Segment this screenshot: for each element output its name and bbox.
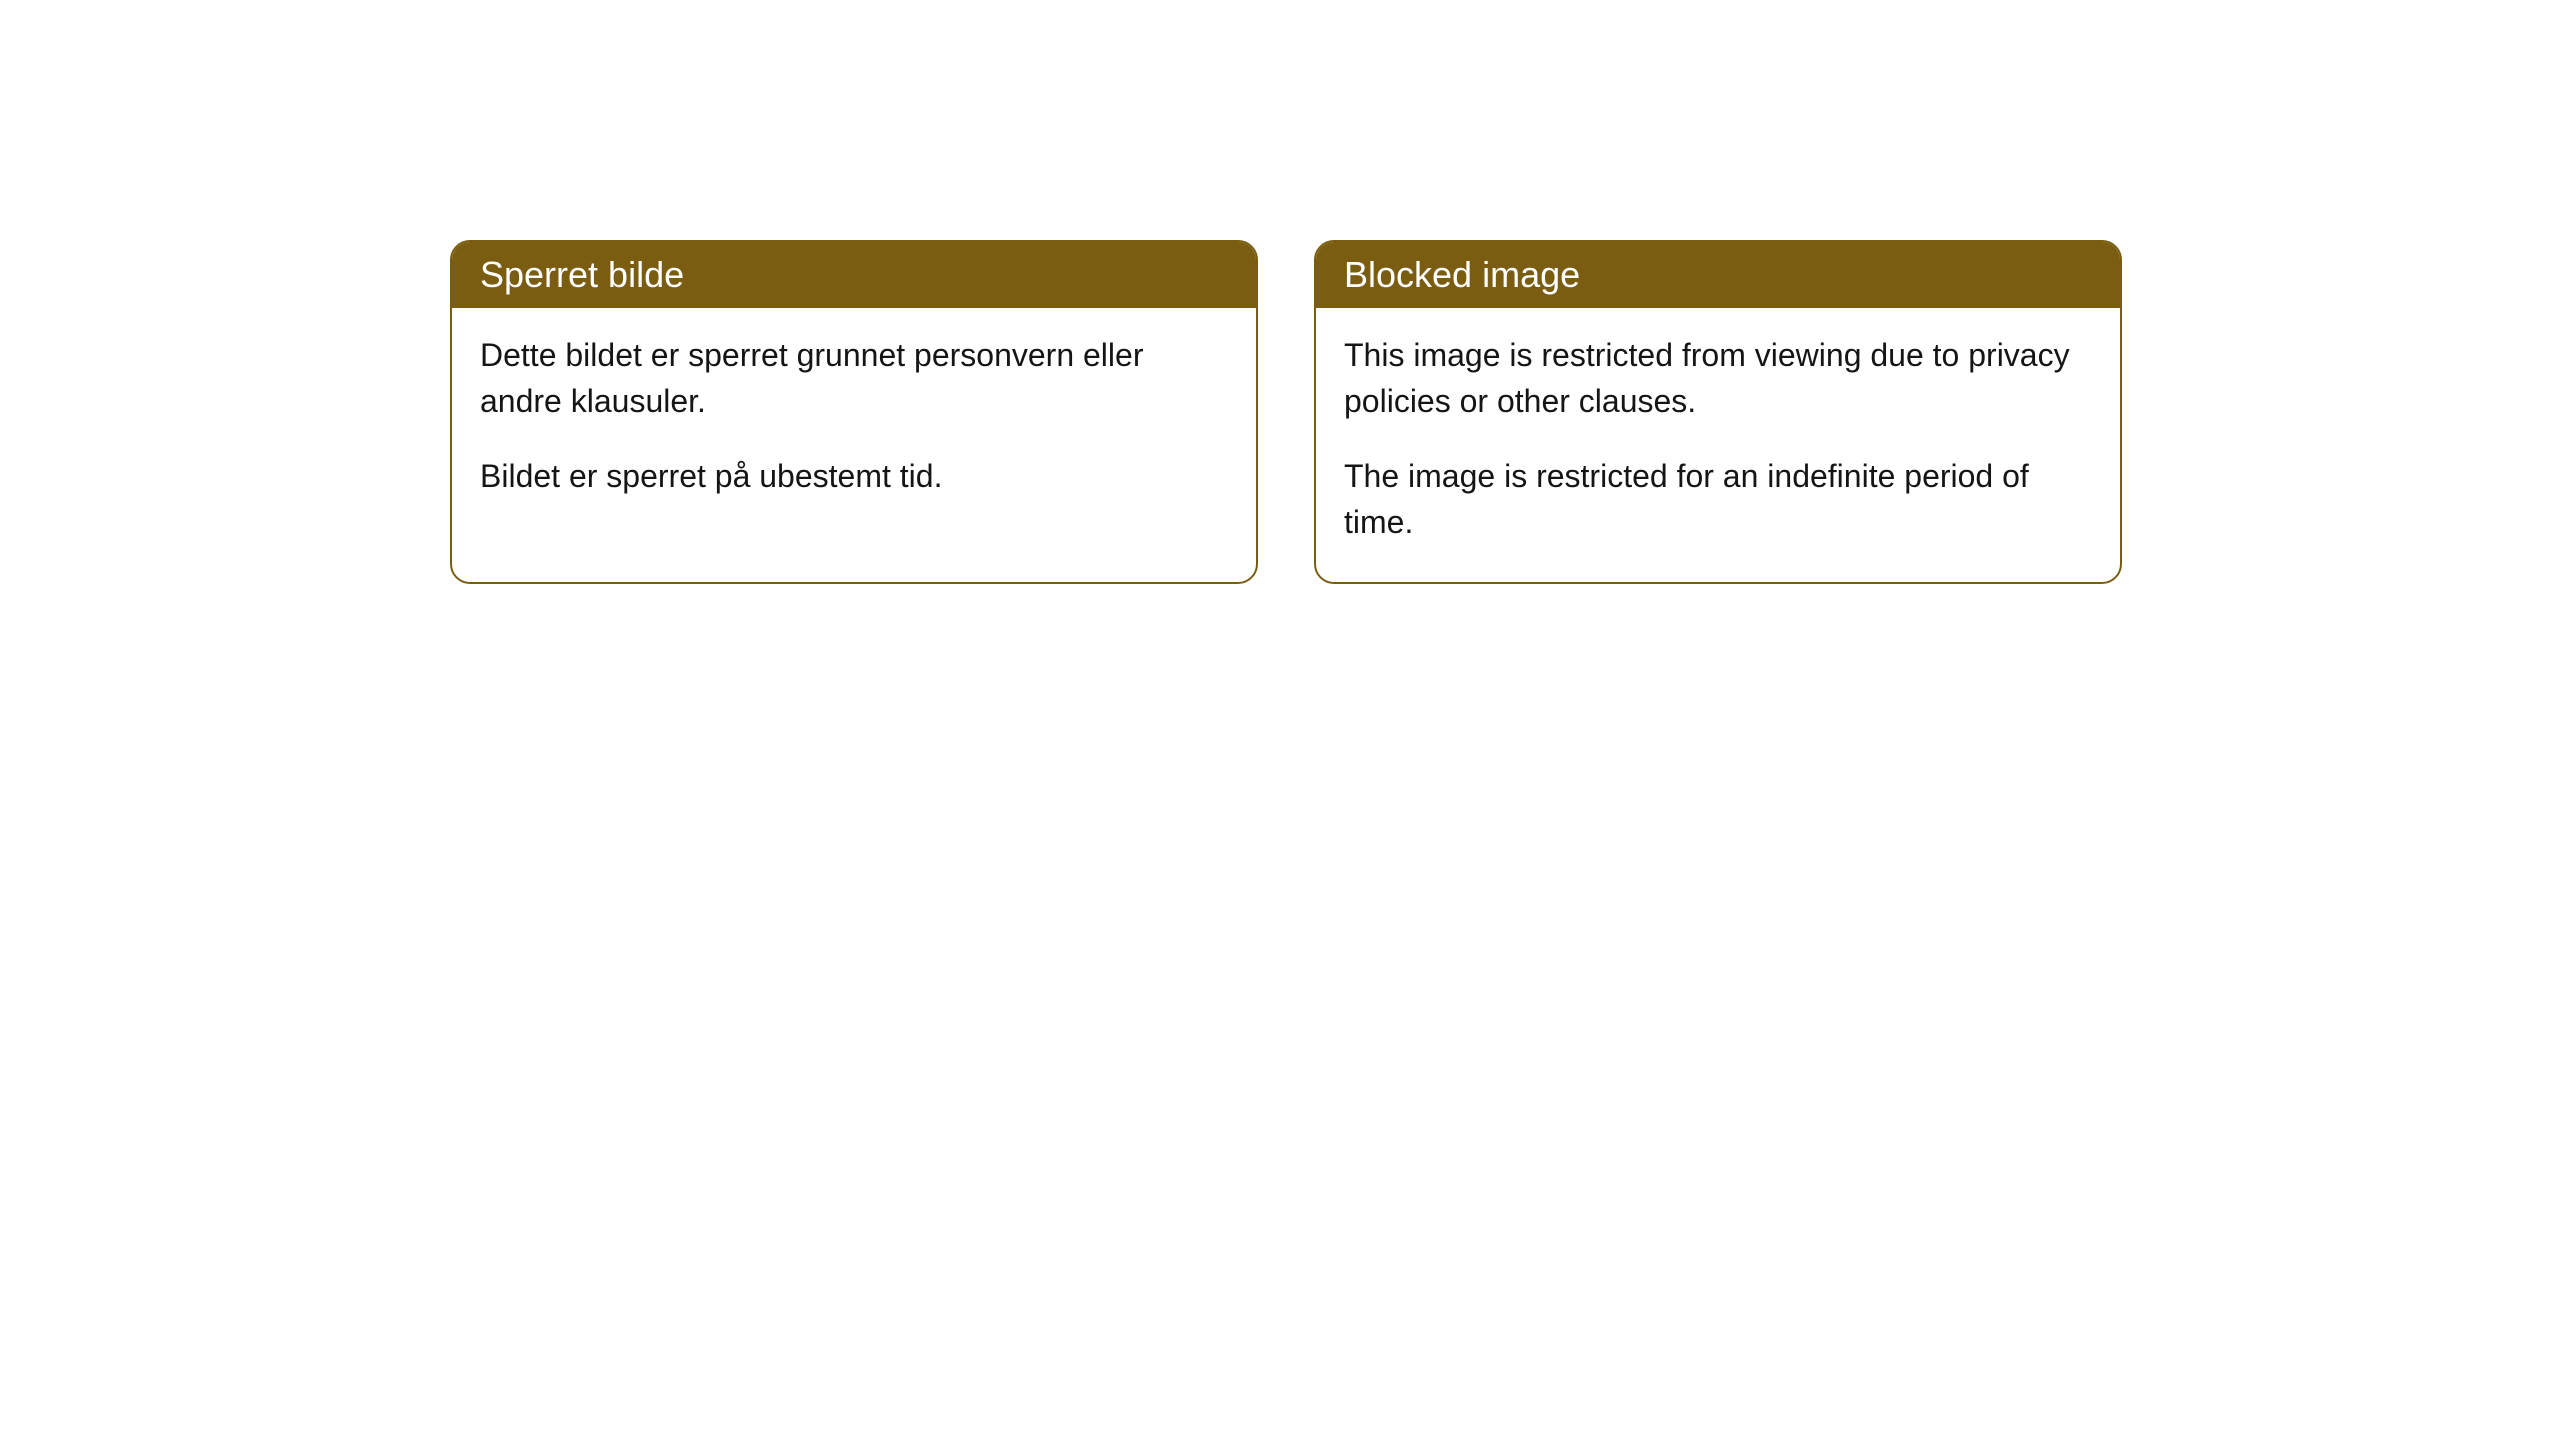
notice-header-norwegian: Sperret bilde: [452, 242, 1256, 308]
notice-header-english: Blocked image: [1316, 242, 2120, 308]
notice-body-norwegian: Dette bildet er sperret grunnet personve…: [452, 308, 1256, 535]
notice-cards-container: Sperret bilde Dette bildet er sperret gr…: [450, 240, 2122, 584]
notice-body-english: This image is restricted from viewing du…: [1316, 308, 2120, 582]
notice-paragraph: The image is restricted for an indefinit…: [1344, 453, 2092, 546]
notice-card-english: Blocked image This image is restricted f…: [1314, 240, 2122, 584]
notice-paragraph: This image is restricted from viewing du…: [1344, 332, 2092, 425]
notice-paragraph: Bildet er sperret på ubestemt tid.: [480, 453, 1228, 499]
notice-paragraph: Dette bildet er sperret grunnet personve…: [480, 332, 1228, 425]
notice-card-norwegian: Sperret bilde Dette bildet er sperret gr…: [450, 240, 1258, 584]
notice-title: Sperret bilde: [480, 254, 684, 295]
notice-title: Blocked image: [1344, 254, 1580, 295]
